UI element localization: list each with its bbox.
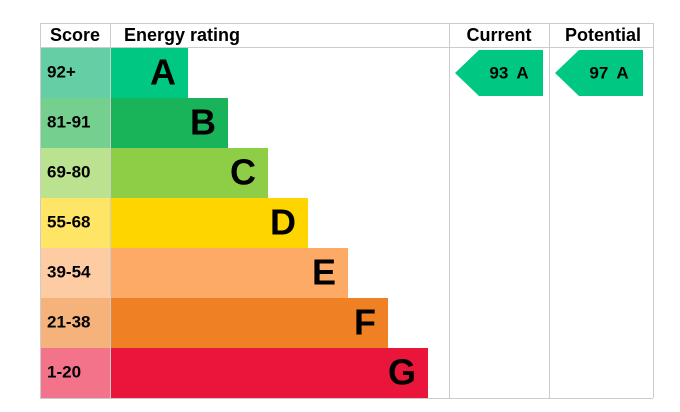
rating-letter: B bbox=[190, 102, 216, 143]
score-label: 92+ bbox=[47, 62, 76, 81]
rating-bar bbox=[110, 348, 428, 398]
score-cell bbox=[40, 198, 110, 248]
score-label: 1-20 bbox=[47, 362, 81, 381]
rating-bar bbox=[110, 248, 348, 298]
score-cell bbox=[40, 148, 110, 198]
score-label: 21-38 bbox=[47, 312, 90, 331]
score-label: 39-54 bbox=[47, 262, 91, 281]
rating-letter: F bbox=[354, 302, 376, 343]
potential-header: Potential bbox=[565, 25, 641, 45]
current-header: Current bbox=[466, 25, 531, 45]
rating-letter: E bbox=[312, 252, 336, 293]
rating-letter: A bbox=[150, 52, 176, 93]
rating-bar bbox=[110, 98, 228, 148]
rating-bar bbox=[110, 148, 268, 198]
potential-label: 97 A bbox=[589, 63, 628, 82]
score-cell bbox=[40, 348, 110, 398]
current-arrow bbox=[455, 50, 543, 96]
rating-letter: C bbox=[230, 152, 256, 193]
score-header: Score bbox=[50, 25, 100, 45]
rating-letter: D bbox=[270, 202, 296, 243]
score-cell bbox=[40, 98, 110, 148]
rating-bar bbox=[110, 298, 388, 348]
potential-arrow bbox=[555, 50, 643, 96]
score-label: 55-68 bbox=[47, 212, 90, 231]
current-label: 93 A bbox=[489, 63, 528, 82]
score-cell bbox=[40, 298, 110, 348]
header: Score Energy rating Current Potential bbox=[50, 25, 641, 45]
rating-header: Energy rating bbox=[124, 25, 240, 45]
score-cell bbox=[40, 248, 110, 298]
score-cell bbox=[40, 48, 110, 98]
rating-letter: G bbox=[388, 352, 416, 393]
rating-bar bbox=[110, 198, 308, 248]
rating-bar bbox=[110, 48, 188, 98]
score-label: 69-80 bbox=[47, 162, 90, 181]
score-label: 81-91 bbox=[47, 112, 90, 131]
